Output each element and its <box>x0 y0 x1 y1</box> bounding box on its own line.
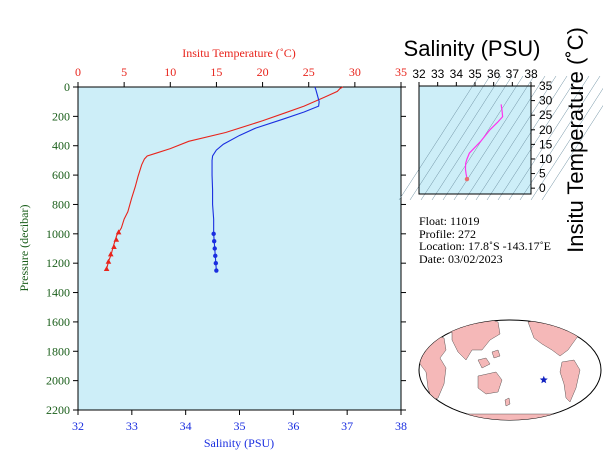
pressure-axis-label: Pressure (decibar) <box>17 205 31 292</box>
salinity-tick-label: 35 <box>234 419 246 433</box>
ts-contour-line <box>486 75 568 201</box>
ts-contour-line <box>398 75 480 201</box>
temperature-axis-label: Insitu Temperature (˚C) <box>182 46 296 60</box>
ts-contour-line <box>453 75 535 201</box>
ts-contour-line <box>420 75 502 201</box>
salinity-marker <box>211 238 217 244</box>
salinity-tick-label: 34 <box>180 419 192 433</box>
pressure-tick-label: 400 <box>52 139 70 153</box>
salinity-marker <box>213 253 218 259</box>
ts-curve <box>464 104 504 182</box>
pressure-tick-label: 0 <box>64 80 70 94</box>
temperature-marker <box>103 266 110 272</box>
ts-plot-background <box>419 86 531 194</box>
profile-number: Profile: 272 <box>419 226 476 241</box>
ts-x-tick-label: 35 <box>468 67 482 81</box>
ts-x-tick-label: 37 <box>506 67 520 81</box>
temperature-marker <box>105 258 112 264</box>
ts-y-tick-label: 20 <box>539 123 553 137</box>
pressure-tick-label: 1000 <box>46 227 70 241</box>
float-info-panel: Float: 11019 Profile: 272 Location: 17.8… <box>419 215 551 265</box>
pressure-tick-label: 2000 <box>46 374 70 388</box>
temperature-tick-label: 5 <box>121 65 127 79</box>
ts-x-tick-label: 33 <box>431 67 445 81</box>
temperature-tick-label: 25 <box>303 65 315 79</box>
salinity-marker <box>213 260 219 266</box>
ts-contour-line <box>508 75 590 201</box>
ts-y-tick-label: 5 <box>539 167 546 181</box>
ts-contour-line <box>442 75 524 201</box>
ts-x-tick-label: 36 <box>487 67 501 81</box>
float-location-marker <box>539 375 548 384</box>
temperature-axis-ticks: 0 5 10 15 20 25 30 35 <box>75 65 407 87</box>
temperature-tick-label: 20 <box>257 65 269 79</box>
profile-date: Date: 03/02/2023 <box>419 251 503 266</box>
temperature-tick-label: 0 <box>75 65 81 79</box>
temperature-tick-label: 10 <box>164 65 176 79</box>
ts-contour-line <box>497 75 579 201</box>
ts-y-tick-label: 30 <box>539 94 553 108</box>
ts-x-tick-label: 32 <box>412 67 426 81</box>
ts-contour-line <box>475 75 557 201</box>
ts-contour-line <box>541 105 603 201</box>
salinity-tick-label: 33 <box>126 419 138 433</box>
temperature-marker <box>107 251 114 257</box>
ts-y-tick-label: 35 <box>539 79 553 93</box>
pressure-tick-label: 1800 <box>46 344 70 358</box>
salinity-axis-label: Salinity (PSU) <box>204 436 274 450</box>
salinity-tick-label: 36 <box>287 419 299 433</box>
pressure-tick-label: 2200 <box>46 403 70 417</box>
pressure-tick-label: 1400 <box>46 286 70 300</box>
pressure-tick-label: 800 <box>52 197 70 211</box>
profile-series <box>103 86 344 273</box>
world-map <box>418 319 602 421</box>
float-star-marker <box>539 375 548 384</box>
temperature-tick-label: 30 <box>349 65 361 79</box>
salinity-marker <box>212 246 217 251</box>
salinity-tick-label: 37 <box>341 419 353 433</box>
salinity-tick-label: 32 <box>72 419 84 433</box>
ts-x-tick-label: 34 <box>450 67 464 81</box>
temperature-tick-label: 15 <box>210 65 222 79</box>
pressure-tick-label: 200 <box>52 109 70 123</box>
ts-contour-line <box>409 75 491 201</box>
ts-contour-line <box>519 75 601 201</box>
ts-x-tick-label: 38 <box>524 67 538 81</box>
salinity-profile-line <box>211 86 320 271</box>
ts-contour-line <box>530 88 603 201</box>
main-profile-plot: 0 5 10 15 20 25 30 35 32 33 34 35 36 37 38 0 200 400 600… <box>17 46 407 450</box>
temperature-marker <box>113 236 120 242</box>
pressure-tick-label: 1600 <box>46 315 70 329</box>
pressure-tick-label: 600 <box>52 168 70 182</box>
ts-title: Salinity (PSU) <box>404 36 541 61</box>
ts-y-axis-label: Insitu Temperature (˚C) <box>563 27 588 253</box>
ts-contour-line <box>431 75 513 201</box>
ts-contour-line <box>464 75 546 201</box>
ts-deep-marker <box>464 176 470 182</box>
ts-y-tick-label: 15 <box>539 137 553 151</box>
ts-y-tick-label: 10 <box>539 152 553 166</box>
salinity-tick-label: 38 <box>395 419 407 433</box>
float-location: Location: 17.8˚S -143.17˚E <box>419 239 551 253</box>
float-id: Float: 11019 <box>419 214 480 228</box>
ts-y-tick-label: 25 <box>539 108 553 122</box>
salinity-marker <box>214 268 219 273</box>
salinity-axis-ticks: 32 33 34 35 36 37 38 <box>72 410 407 433</box>
salinity-marker <box>211 231 216 237</box>
temperature-tick-label: 35 <box>395 65 407 79</box>
pressure-tick-label: 1200 <box>46 256 70 270</box>
ts-profile-line <box>464 104 504 180</box>
ts-y-tick-label: 0 <box>539 181 546 195</box>
ts-density-contours <box>398 75 603 201</box>
main-plot-background <box>78 87 401 410</box>
pressure-axis-ticks: 0 200 400 600 800 1000 1200 1400 1600 1800 2000 220… <box>46 80 406 417</box>
temperature-marker <box>111 244 117 250</box>
temperature-marker <box>115 229 122 235</box>
